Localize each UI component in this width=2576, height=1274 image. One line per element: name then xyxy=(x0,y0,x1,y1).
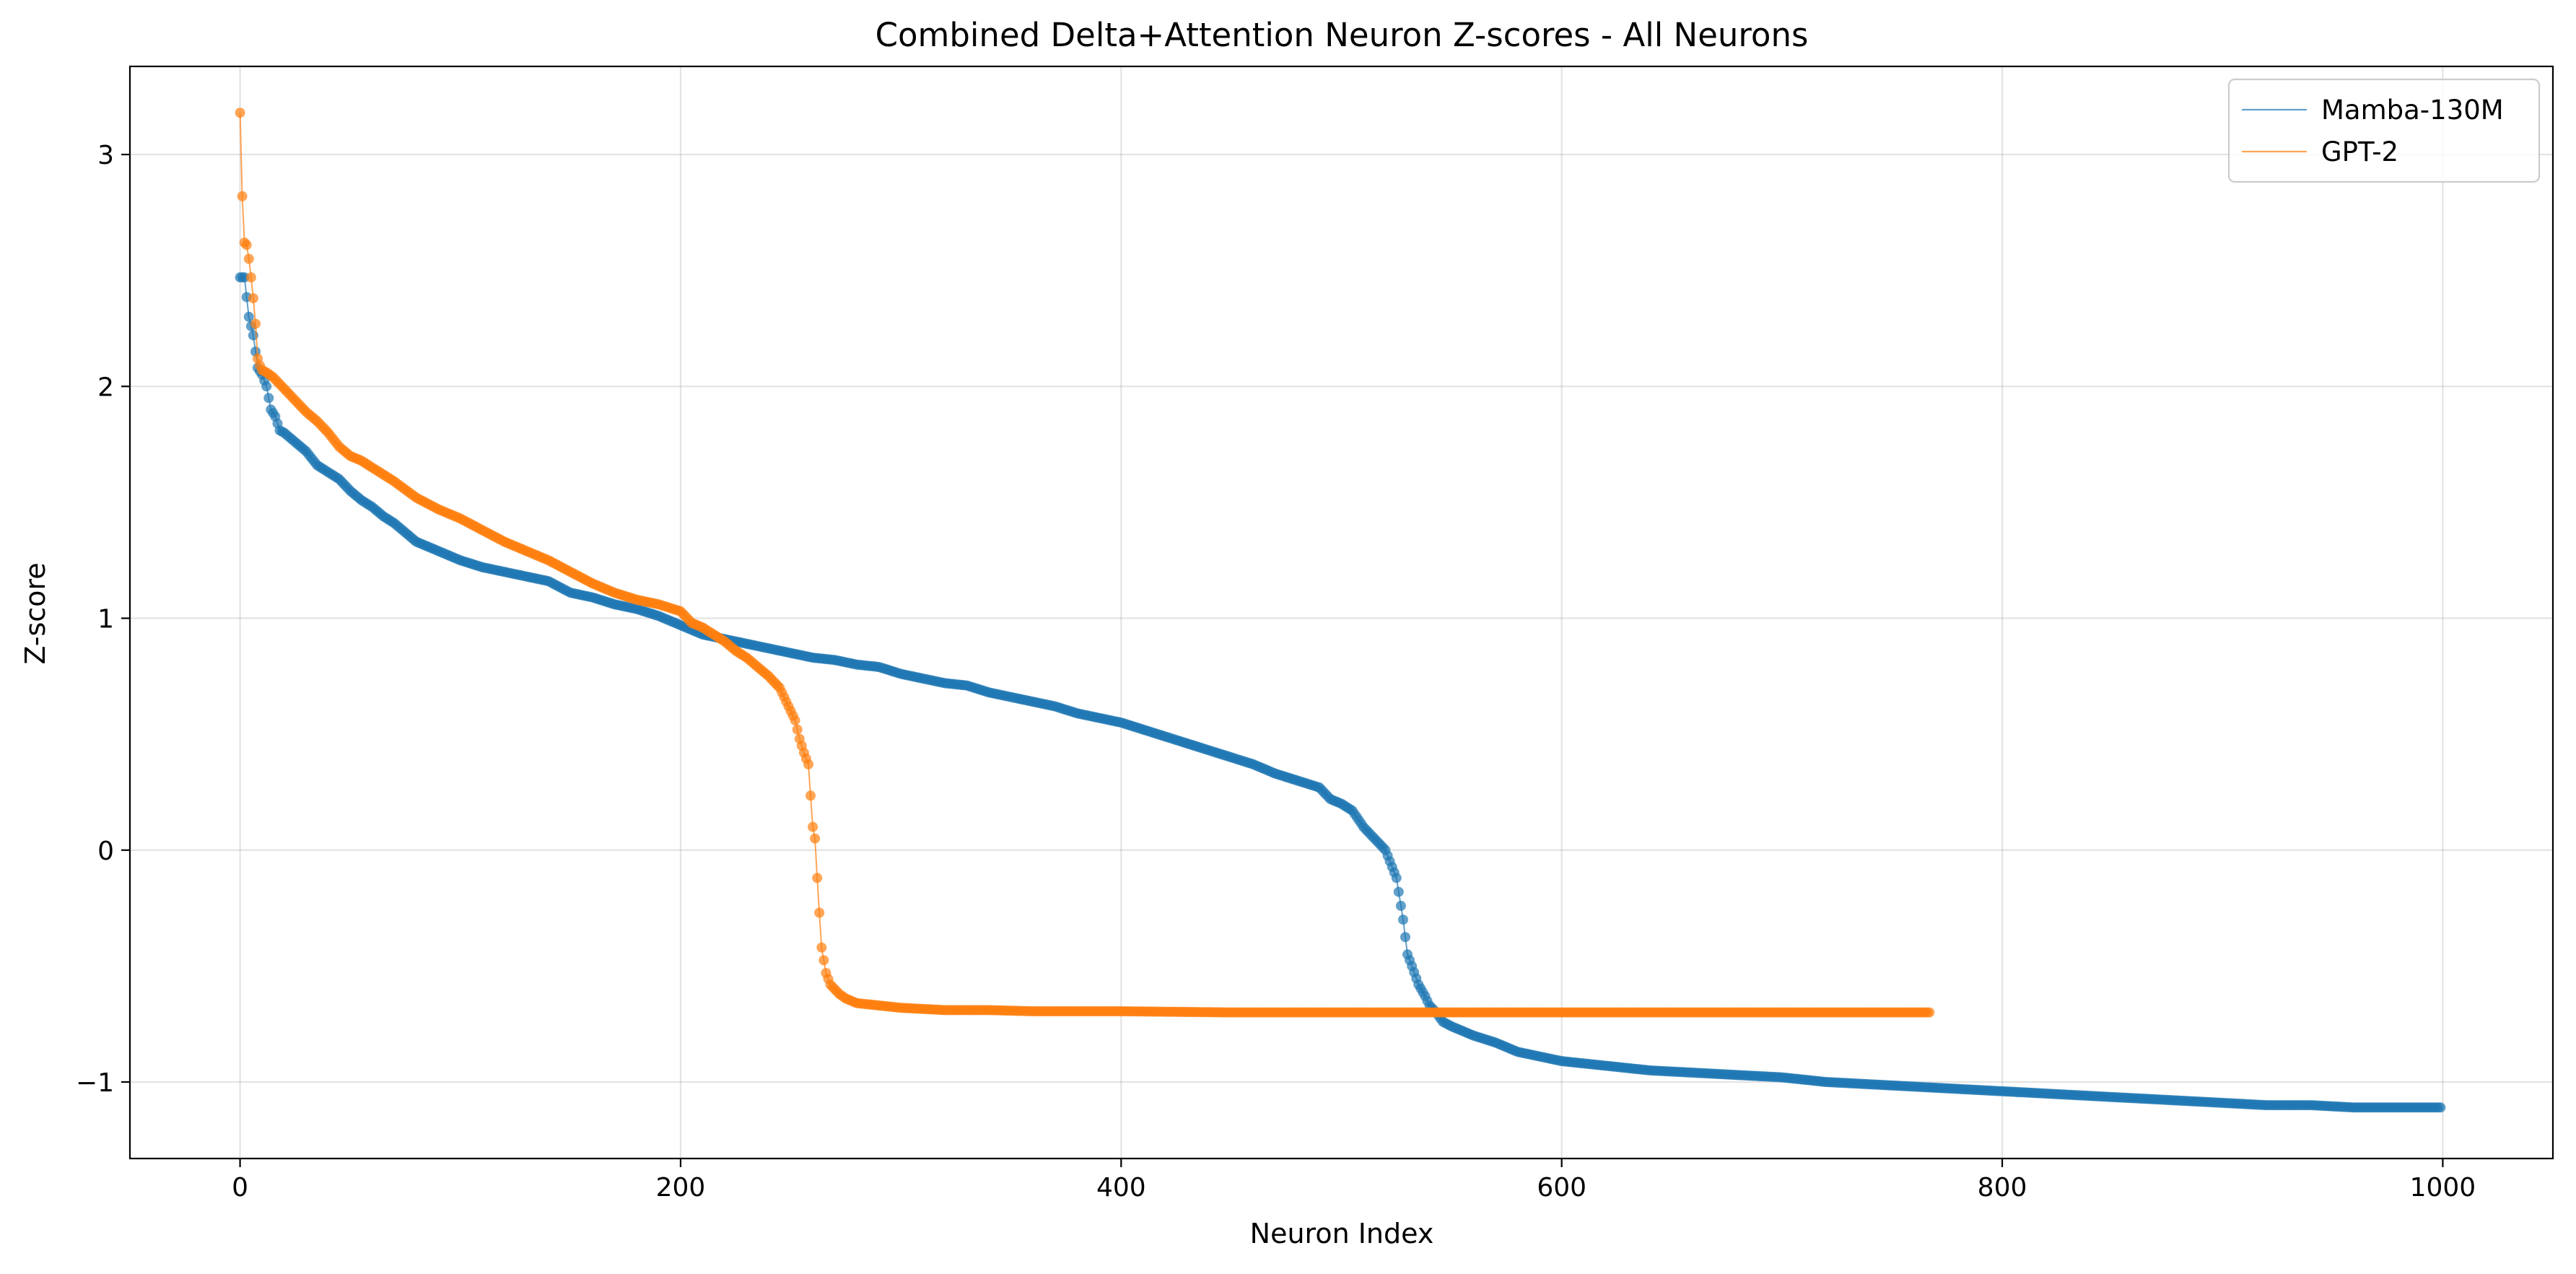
data-point xyxy=(250,318,261,329)
data-point xyxy=(263,393,274,403)
data-point xyxy=(803,759,813,769)
x-tick-label: 1000 xyxy=(2410,1173,2476,1203)
series-layer xyxy=(235,108,2446,1113)
data-point xyxy=(810,833,821,844)
x-tick-label: 0 xyxy=(232,1173,248,1203)
data-point xyxy=(1398,915,1408,925)
data-point xyxy=(790,715,800,725)
x-axis-ticks: 0 200 400 600 800 1000 xyxy=(232,1159,2476,1203)
data-point xyxy=(261,381,272,392)
data-point xyxy=(818,955,829,966)
series-markers-gpt-2 xyxy=(235,108,1935,1018)
data-point xyxy=(243,311,254,322)
data-point xyxy=(1391,873,1402,883)
legend-entry: Mamba-130M xyxy=(2321,95,2504,126)
data-point xyxy=(237,191,248,201)
y-axis-label: Z-score xyxy=(19,562,51,664)
data-point xyxy=(241,240,252,250)
y-tick-label: 1 xyxy=(97,605,114,634)
x-tick-label: 400 xyxy=(1096,1173,1146,1203)
x-tick-label: 200 xyxy=(656,1173,706,1203)
series-markers-mamba-130m xyxy=(235,272,2446,1113)
series-gpt-2 xyxy=(235,108,1935,1018)
y-tick-label: 0 xyxy=(97,837,114,866)
series-mamba-130m xyxy=(235,272,2446,1113)
y-tick-label: −1 xyxy=(76,1068,114,1098)
data-point xyxy=(805,790,816,801)
data-point xyxy=(2435,1102,2446,1113)
legend-entry: GPT-2 xyxy=(2321,136,2398,167)
y-tick-label: 2 xyxy=(97,372,114,402)
x-axis-label: Neuron Index xyxy=(1250,1218,1434,1249)
chart-title: Combined Delta+Attention Neuron Z-scores… xyxy=(876,16,1809,54)
data-point xyxy=(248,293,258,304)
x-tick-label: 600 xyxy=(1537,1173,1586,1203)
legend-box xyxy=(2227,78,2541,183)
legend: Mamba-130M GPT-2 xyxy=(2227,78,2541,183)
data-point xyxy=(792,724,803,735)
x-tick-label: 800 xyxy=(1978,1173,2027,1203)
data-point xyxy=(808,821,818,832)
data-point xyxy=(1393,886,1404,897)
data-point xyxy=(1924,1007,1935,1018)
data-point xyxy=(816,942,827,953)
data-point xyxy=(235,108,245,118)
data-point xyxy=(814,907,825,918)
y-axis-ticks: −1 0 1 2 3 xyxy=(76,141,130,1098)
data-point xyxy=(1395,900,1406,911)
data-point xyxy=(245,272,256,283)
grid-layer xyxy=(130,66,2553,1159)
y-tick-label: 3 xyxy=(97,141,114,170)
data-point xyxy=(243,253,254,264)
data-point xyxy=(1400,932,1410,943)
data-point xyxy=(812,873,823,883)
plot-area-frame xyxy=(128,65,2554,1160)
